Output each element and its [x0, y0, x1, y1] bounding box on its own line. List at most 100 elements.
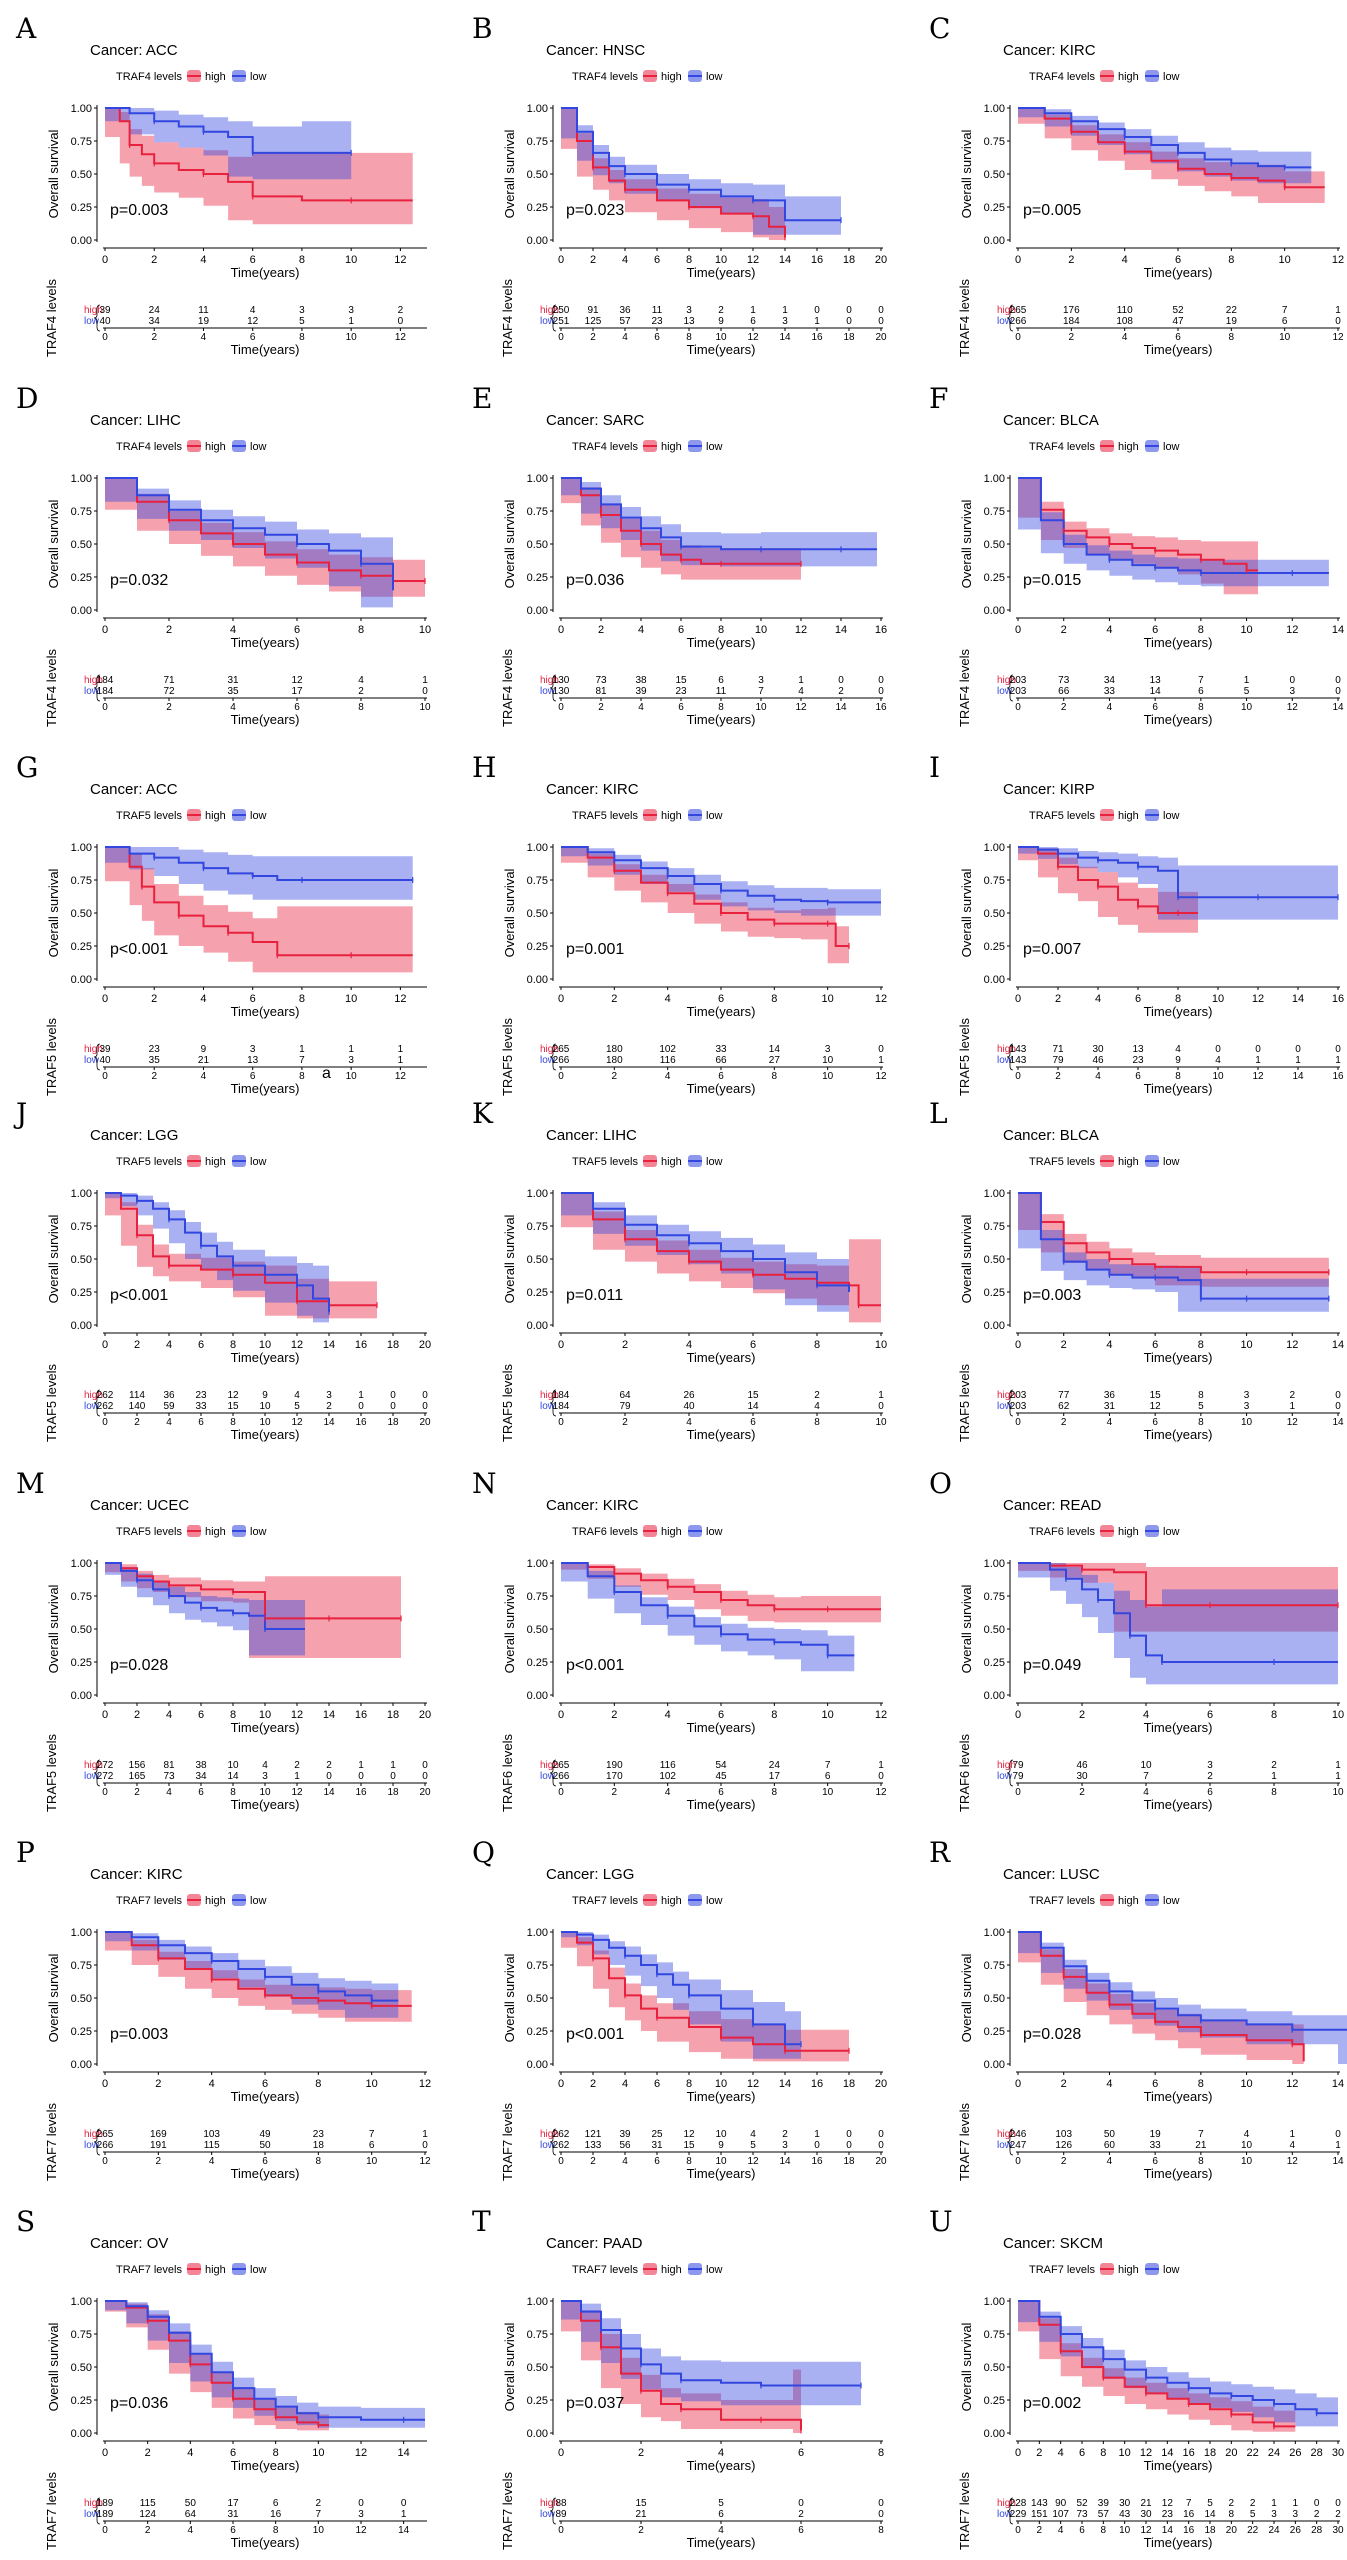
risk-x-axis-title: Time(years) — [231, 2535, 300, 2550]
y-tick-label: 0.75 — [527, 136, 548, 148]
risk-x-tick-label: 2 — [1079, 1787, 1085, 1798]
p-value: p=0.003 — [110, 2026, 168, 2043]
risk-count-low: 35 — [149, 1055, 161, 1066]
risk-count-high: 190 — [606, 1760, 623, 1771]
x-tick-label: 24 — [1268, 2447, 1280, 2459]
risk-brace — [1006, 2497, 1014, 2525]
risk-count-high: 77 — [1058, 1390, 1070, 1401]
y-tick-label: 0.50 — [527, 2362, 548, 2374]
risk-group-low: low — [84, 1401, 100, 1412]
risk-count-low: 40 — [99, 316, 111, 327]
risk-count-high: 265 — [553, 1760, 570, 1771]
risk-x-tick-label: 0 — [102, 332, 108, 343]
risk-x-tick-label: 10 — [1119, 2525, 1131, 2536]
y-tick-label: 1.00 — [71, 1188, 92, 1200]
risk-brace — [93, 1389, 101, 1417]
risk-count-high: 3 — [758, 675, 764, 686]
risk-count-low: 0 — [878, 2140, 884, 2151]
y-tick-label: 0.75 — [71, 875, 92, 887]
ci-band-high — [1018, 1563, 1338, 1632]
y-tick-label: 0.00 — [527, 974, 548, 986]
legend-title: TRAF5 levels — [572, 1156, 639, 1168]
y-tick-label: 1.00 — [527, 842, 548, 854]
risk-count-high: 103 — [1055, 2129, 1072, 2140]
risk-group-low: low — [84, 686, 100, 697]
y-tick-label: 0.00 — [71, 1320, 92, 1332]
risk-x-tick-label: 4 — [1143, 1787, 1149, 1798]
risk-x-tick-label: 16 — [1332, 1071, 1344, 1082]
x-tick-label: 8 — [358, 624, 364, 636]
risk-count-high: 189 — [97, 2498, 114, 2509]
risk-x-tick-label: 0 — [102, 1417, 108, 1428]
x-tick-label: 4 — [1106, 1339, 1112, 1351]
legend-label-high: high — [661, 810, 682, 822]
risk-count-high: 203 — [1010, 675, 1027, 686]
risk-count-high: 0 — [422, 1760, 428, 1771]
risk-x-tick-label: 4 — [665, 1071, 671, 1082]
y-tick-label: 1.00 — [527, 1188, 548, 1200]
risk-table-title: TRAF6 levels — [500, 1733, 515, 1812]
risk-x-tick-label: 12 — [395, 332, 407, 343]
risk-x-axis-title: Time(years) — [687, 342, 756, 357]
risk-count-low: 6 — [1282, 316, 1288, 327]
risk-table-title: TRAF6 levels — [957, 1733, 972, 1812]
risk-group-high: high — [540, 2129, 559, 2140]
x-axis-title: Time(years) — [687, 1004, 756, 1019]
risk-group-high: high — [84, 305, 103, 316]
risk-count-low: 0 — [878, 686, 884, 697]
panel-label: A — [15, 12, 37, 45]
risk-count-low: 5 — [294, 1401, 300, 1412]
risk-group-high: high — [997, 2129, 1016, 2140]
risk-count-low: 0 — [358, 1771, 364, 1782]
risk-count-high: 71 — [163, 675, 175, 686]
legend-label-low: low — [250, 441, 267, 453]
x-tick-label: 16 — [1183, 2447, 1195, 2459]
x-tick-label: 4 — [166, 1339, 172, 1351]
y-axis-title: Overall survival — [46, 2322, 61, 2411]
risk-x-axis-title: Time(years) — [231, 712, 300, 727]
chart-title: Cancer: HNSC — [546, 42, 645, 59]
risk-x-tick-label: 12 — [875, 1787, 887, 1798]
x-tick-label: 6 — [294, 624, 300, 636]
risk-count-high: 19 — [1150, 2129, 1162, 2140]
risk-x-tick-label: 22 — [1247, 2525, 1259, 2536]
risk-count-high: 64 — [619, 1390, 631, 1401]
x-tick-label: 10 — [259, 1709, 271, 1721]
risk-count-low: 66 — [715, 1055, 727, 1066]
x-tick-label: 0 — [558, 2447, 564, 2459]
x-tick-label: 8 — [230, 1339, 236, 1351]
x-tick-label: 14 — [1332, 624, 1344, 636]
risk-count-high: 11 — [652, 305, 663, 316]
panel-label: I — [929, 751, 940, 784]
y-tick-label: 1.00 — [527, 2296, 548, 2308]
risk-brace — [93, 304, 101, 332]
risk-count-low: 47 — [1172, 316, 1184, 327]
risk-count-low: 21 — [635, 2509, 647, 2520]
risk-x-tick-label: 0 — [558, 1417, 564, 1428]
risk-group-high: high — [84, 1044, 103, 1055]
risk-group-high: high — [997, 2498, 1016, 2509]
y-axis-title: Overall survival — [959, 1953, 974, 2042]
risk-count-low: 5 — [1198, 1401, 1204, 1412]
legend: TRAF5 levels high low — [1029, 1155, 1180, 1168]
x-tick-label: 18 — [843, 2078, 855, 2090]
risk-count-high: 1 — [1335, 1760, 1341, 1771]
risk-group-high: high — [84, 1390, 103, 1401]
risk-x-tick-label: 12 — [1287, 2156, 1299, 2167]
risk-x-tick-label: 8 — [299, 1071, 305, 1082]
x-tick-label: 8 — [771, 993, 777, 1005]
risk-count-high: 4 — [262, 1760, 268, 1771]
risk-x-tick-label: 10 — [755, 702, 767, 713]
risk-count-low: 1 — [1335, 2140, 1341, 2151]
legend-title: TRAF5 levels — [116, 1526, 183, 1538]
risk-count-high: 12 — [291, 675, 303, 686]
x-tick-label: 0 — [102, 624, 108, 636]
risk-table-title: TRAF7 levels — [44, 2102, 59, 2181]
risk-count-low: 33 — [1104, 686, 1116, 697]
risk-x-tick-label: 8 — [718, 702, 724, 713]
risk-x-tick-label: 30 — [1332, 2525, 1344, 2536]
y-tick-label: 0.00 — [527, 605, 548, 617]
y-tick-label: 1.00 — [984, 1188, 1005, 1200]
